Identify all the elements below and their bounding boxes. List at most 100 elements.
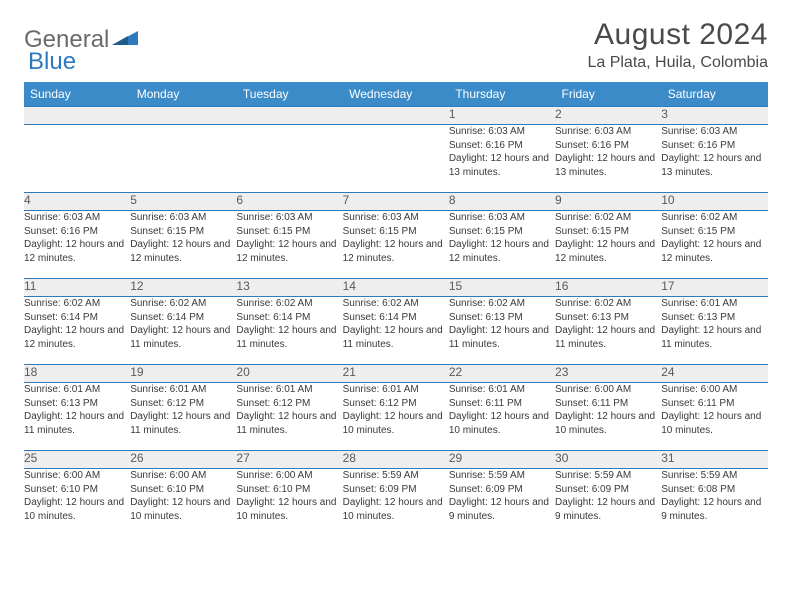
content-row: Sunrise: 6:02 AMSunset: 6:14 PMDaylight:… [24, 297, 768, 365]
day-content-cell: Sunrise: 6:02 AMSunset: 6:15 PMDaylight:… [661, 211, 767, 279]
title-block: August 2024 La Plata, Huila, Colombia [587, 18, 768, 72]
daynum-row: 18192021222324 [24, 365, 768, 383]
day-number-cell: 22 [449, 365, 555, 383]
sunrise-line: Sunrise: 5:59 AM [555, 469, 661, 483]
day-number-cell: 20 [236, 365, 342, 383]
day-number-cell: 16 [555, 279, 661, 297]
sunrise-line: Sunrise: 6:02 AM [555, 297, 661, 311]
daylight-line: Daylight: 12 hours and 11 minutes. [236, 410, 342, 437]
sunset-line: Sunset: 6:11 PM [661, 397, 767, 411]
sunrise-line: Sunrise: 5:59 AM [449, 469, 555, 483]
daylight-line: Daylight: 12 hours and 11 minutes. [555, 324, 661, 351]
sunset-line: Sunset: 6:16 PM [24, 225, 130, 239]
daylight-line: Daylight: 12 hours and 11 minutes. [130, 324, 236, 351]
sunset-line: Sunset: 6:15 PM [661, 225, 767, 239]
day-number-cell [24, 107, 130, 125]
sunrise-line: Sunrise: 6:02 AM [661, 211, 767, 225]
sunrise-line: Sunrise: 6:03 AM [24, 211, 130, 225]
daynum-row: 11121314151617 [24, 279, 768, 297]
weekday-header: Friday [555, 82, 661, 107]
sunset-line: Sunset: 6:09 PM [343, 483, 449, 497]
day-content-cell: Sunrise: 6:03 AMSunset: 6:15 PMDaylight:… [130, 211, 236, 279]
weekday-header: Tuesday [236, 82, 342, 107]
sunset-line: Sunset: 6:13 PM [24, 397, 130, 411]
sunrise-line: Sunrise: 6:03 AM [130, 211, 236, 225]
sunset-line: Sunset: 6:14 PM [343, 311, 449, 325]
day-number-cell: 31 [661, 451, 767, 469]
day-content-cell: Sunrise: 6:03 AMSunset: 6:16 PMDaylight:… [661, 125, 767, 193]
day-content-cell: Sunrise: 6:03 AMSunset: 6:16 PMDaylight:… [555, 125, 661, 193]
content-row: Sunrise: 6:00 AMSunset: 6:10 PMDaylight:… [24, 469, 768, 537]
weekday-header: Sunday [24, 82, 130, 107]
day-content-cell: Sunrise: 6:01 AMSunset: 6:12 PMDaylight:… [236, 383, 342, 451]
sunrise-line: Sunrise: 6:01 AM [661, 297, 767, 311]
daylight-line: Daylight: 12 hours and 9 minutes. [555, 496, 661, 523]
daylight-line: Daylight: 12 hours and 13 minutes. [449, 152, 555, 179]
sunrise-line: Sunrise: 5:59 AM [343, 469, 449, 483]
daylight-line: Daylight: 12 hours and 10 minutes. [130, 496, 236, 523]
day-number-cell: 18 [24, 365, 130, 383]
daylight-line: Daylight: 12 hours and 11 minutes. [449, 324, 555, 351]
day-content-cell: Sunrise: 6:02 AMSunset: 6:15 PMDaylight:… [555, 211, 661, 279]
sunrise-line: Sunrise: 6:00 AM [555, 383, 661, 397]
day-number-cell: 11 [24, 279, 130, 297]
day-content-cell: Sunrise: 6:01 AMSunset: 6:11 PMDaylight:… [449, 383, 555, 451]
location: La Plata, Huila, Colombia [587, 54, 768, 72]
daylight-line: Daylight: 12 hours and 9 minutes. [449, 496, 555, 523]
sunrise-line: Sunrise: 6:03 AM [449, 211, 555, 225]
day-number-cell [343, 107, 449, 125]
daylight-line: Daylight: 12 hours and 10 minutes. [343, 496, 449, 523]
sunset-line: Sunset: 6:09 PM [449, 483, 555, 497]
sunset-line: Sunset: 6:16 PM [555, 139, 661, 153]
weekday-header: Wednesday [343, 82, 449, 107]
sunrise-line: Sunrise: 6:02 AM [130, 297, 236, 311]
day-content-cell: Sunrise: 5:59 AMSunset: 6:09 PMDaylight:… [449, 469, 555, 537]
sunset-line: Sunset: 6:16 PM [661, 139, 767, 153]
sunrise-line: Sunrise: 6:00 AM [130, 469, 236, 483]
daylight-line: Daylight: 12 hours and 12 minutes. [555, 238, 661, 265]
sunrise-line: Sunrise: 6:02 AM [236, 297, 342, 311]
sunrise-line: Sunrise: 6:03 AM [343, 211, 449, 225]
sunset-line: Sunset: 6:15 PM [343, 225, 449, 239]
day-content-cell: Sunrise: 5:59 AMSunset: 6:09 PMDaylight:… [343, 469, 449, 537]
day-content-cell: Sunrise: 6:02 AMSunset: 6:13 PMDaylight:… [555, 297, 661, 365]
day-content-cell: Sunrise: 6:00 AMSunset: 6:10 PMDaylight:… [24, 469, 130, 537]
day-content-cell: Sunrise: 6:03 AMSunset: 6:16 PMDaylight:… [24, 211, 130, 279]
sunset-line: Sunset: 6:08 PM [661, 483, 767, 497]
day-content-cell: Sunrise: 6:01 AMSunset: 6:12 PMDaylight:… [130, 383, 236, 451]
sunset-line: Sunset: 6:10 PM [236, 483, 342, 497]
daylight-line: Daylight: 12 hours and 12 minutes. [661, 238, 767, 265]
weekday-header: Thursday [449, 82, 555, 107]
day-number-cell: 8 [449, 193, 555, 211]
logo-icon [112, 26, 138, 54]
sunset-line: Sunset: 6:15 PM [555, 225, 661, 239]
weekday-header: Saturday [661, 82, 767, 107]
day-content-cell: Sunrise: 6:02 AMSunset: 6:13 PMDaylight:… [449, 297, 555, 365]
sunset-line: Sunset: 6:10 PM [130, 483, 236, 497]
sunrise-line: Sunrise: 6:02 AM [449, 297, 555, 311]
daylight-line: Daylight: 12 hours and 10 minutes. [343, 410, 449, 437]
sunset-line: Sunset: 6:12 PM [343, 397, 449, 411]
sunrise-line: Sunrise: 6:01 AM [130, 383, 236, 397]
day-content-cell: Sunrise: 6:03 AMSunset: 6:15 PMDaylight:… [343, 211, 449, 279]
day-number-cell: 24 [661, 365, 767, 383]
day-number-cell: 29 [449, 451, 555, 469]
day-content-cell: Sunrise: 6:00 AMSunset: 6:11 PMDaylight:… [661, 383, 767, 451]
sunrise-line: Sunrise: 6:01 AM [343, 383, 449, 397]
daylight-line: Daylight: 12 hours and 11 minutes. [661, 324, 767, 351]
header: General August 2024 La Plata, Huila, Col… [24, 18, 768, 72]
daylight-line: Daylight: 12 hours and 11 minutes. [24, 410, 130, 437]
day-number-cell: 25 [24, 451, 130, 469]
daylight-line: Daylight: 12 hours and 12 minutes. [24, 324, 130, 351]
day-number-cell: 7 [343, 193, 449, 211]
day-number-cell: 6 [236, 193, 342, 211]
content-row: Sunrise: 6:03 AMSunset: 6:16 PMDaylight:… [24, 211, 768, 279]
day-content-cell: Sunrise: 6:02 AMSunset: 6:14 PMDaylight:… [343, 297, 449, 365]
sunset-line: Sunset: 6:09 PM [555, 483, 661, 497]
daylight-line: Daylight: 12 hours and 12 minutes. [449, 238, 555, 265]
day-content-cell: Sunrise: 5:59 AMSunset: 6:09 PMDaylight:… [555, 469, 661, 537]
sunrise-line: Sunrise: 6:01 AM [236, 383, 342, 397]
day-number-cell: 26 [130, 451, 236, 469]
day-content-cell: Sunrise: 6:01 AMSunset: 6:13 PMDaylight:… [661, 297, 767, 365]
daylight-line: Daylight: 12 hours and 11 minutes. [130, 410, 236, 437]
